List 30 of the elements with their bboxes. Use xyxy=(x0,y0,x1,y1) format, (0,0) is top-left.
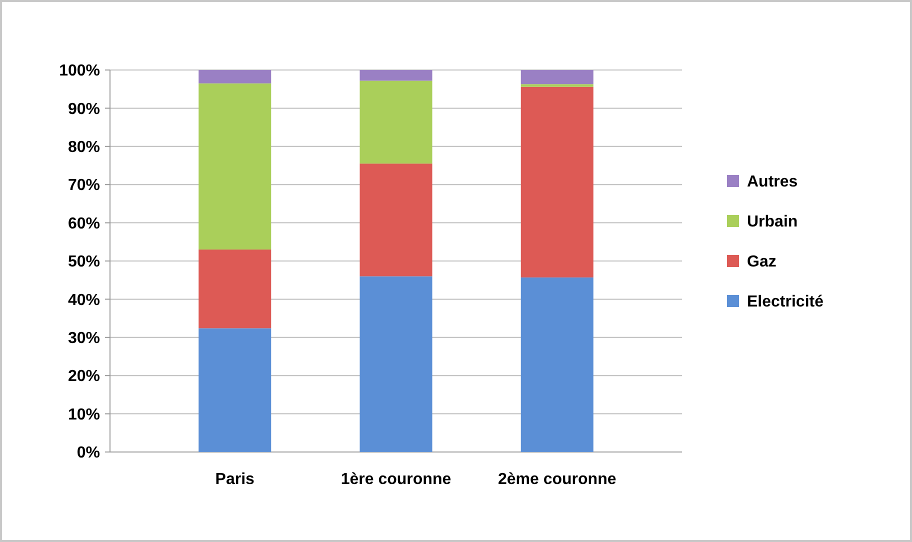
y-tick-label: 40% xyxy=(68,292,100,309)
y-tick-label: 30% xyxy=(68,330,100,347)
y-tick-label: 20% xyxy=(68,368,100,386)
y-tick-label: 50% xyxy=(68,254,100,271)
legend-label: Autres xyxy=(747,174,798,191)
y-tick-label: 70% xyxy=(68,177,100,194)
y-tick-label: 60% xyxy=(68,215,100,232)
legend-label: Electricité xyxy=(747,294,824,311)
bar xyxy=(198,83,272,250)
bar xyxy=(360,276,432,452)
y-tick-label: 90% xyxy=(68,100,100,118)
legend-label: Urbain xyxy=(747,214,798,231)
bar xyxy=(360,164,432,276)
bar xyxy=(360,80,432,164)
bar xyxy=(198,250,272,328)
y-tick-label: 0% xyxy=(76,444,100,462)
y-tick-label: 10% xyxy=(68,406,100,424)
legend-label: Gaz xyxy=(747,254,776,271)
y-tick-label: 80% xyxy=(68,139,100,156)
x-tick-label: Paris xyxy=(215,471,255,488)
bar xyxy=(520,86,594,278)
bar xyxy=(198,328,272,452)
x-tick-label: 2ème couronne xyxy=(498,471,616,488)
bar xyxy=(520,277,594,452)
bar xyxy=(360,70,432,81)
x-tick-label: 1ère couronne xyxy=(340,471,452,488)
bar xyxy=(198,70,272,84)
bar xyxy=(520,84,594,87)
bar xyxy=(520,70,594,84)
y-tick-label: 100% xyxy=(59,62,100,80)
